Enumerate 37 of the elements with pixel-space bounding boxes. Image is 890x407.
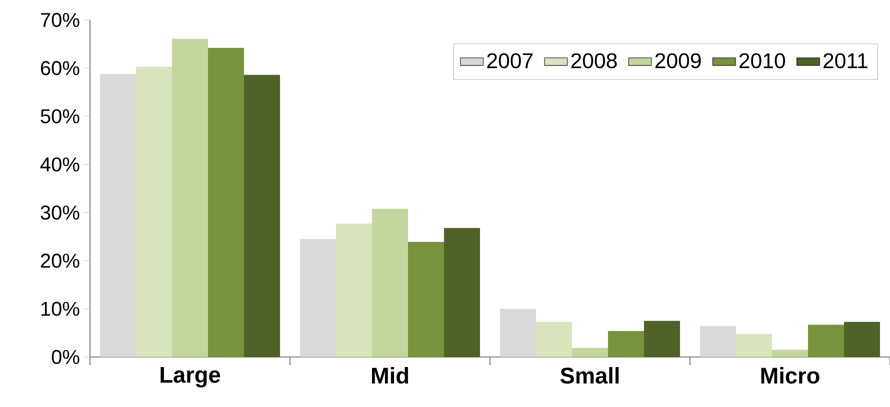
y-tick-label: 40% <box>40 157 80 172</box>
bar <box>536 322 572 357</box>
bar <box>444 228 480 357</box>
y-tick-label: 10% <box>41 302 80 316</box>
bar <box>700 326 736 357</box>
x-tick-label: Micro <box>761 367 820 384</box>
bar <box>844 322 880 357</box>
y-tick-label: 70% <box>40 12 80 28</box>
x-tick-label: Mid <box>372 367 408 384</box>
y-tick-label: 0% <box>52 350 80 364</box>
legend-label: 2007 <box>487 53 533 68</box>
bar <box>736 334 772 357</box>
legend-label: 2010 <box>739 53 786 68</box>
bar <box>572 348 608 357</box>
bar <box>100 74 136 357</box>
bar <box>808 324 844 357</box>
y-tick-label: 20% <box>40 254 80 268</box>
bar <box>336 224 372 357</box>
bar <box>500 308 536 357</box>
legend-label: 2009 <box>655 53 701 68</box>
x-tick-label: Large <box>160 367 220 388</box>
legend-label: 2008 <box>571 53 617 68</box>
y-tick-label: 50% <box>40 109 80 124</box>
bar <box>300 239 336 357</box>
y-tick-label: 30% <box>40 205 80 220</box>
bar <box>644 320 680 357</box>
bar <box>136 66 172 357</box>
bar <box>244 74 280 357</box>
bar <box>172 38 208 357</box>
bar <box>608 330 644 357</box>
legend-label: 2011 <box>824 53 868 68</box>
bar <box>408 242 444 357</box>
x-tick-label: Small <box>560 367 619 384</box>
bar <box>208 48 244 357</box>
bar <box>372 208 408 357</box>
y-tick-label: 60% <box>40 61 80 76</box>
bar <box>772 350 808 357</box>
